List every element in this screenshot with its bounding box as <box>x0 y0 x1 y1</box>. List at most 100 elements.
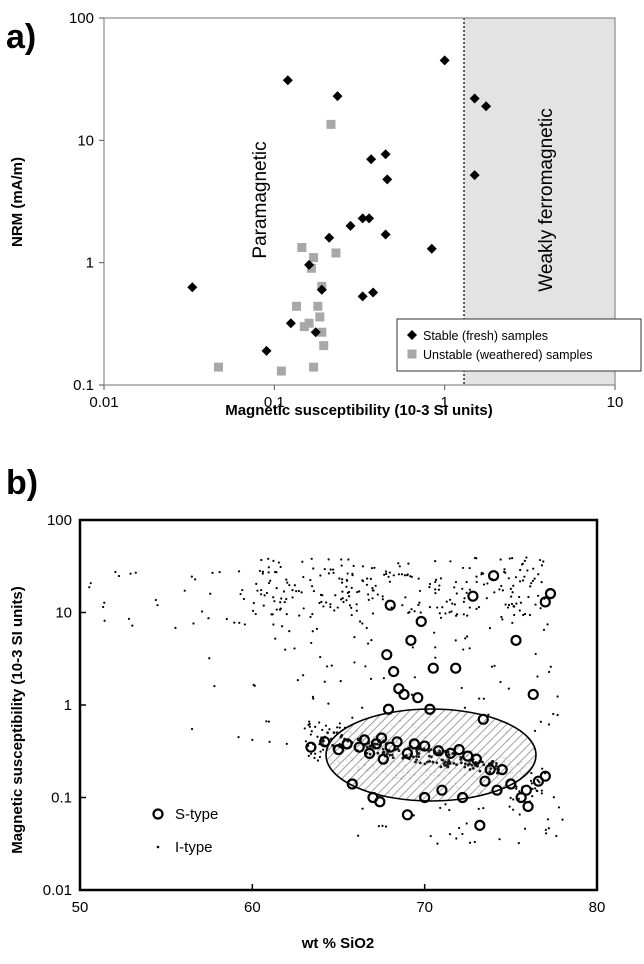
trend-band-point <box>447 753 451 756</box>
trend-band-point <box>417 755 421 759</box>
s-type-point <box>522 800 534 813</box>
i-type-point <box>127 617 131 620</box>
stable-sample-point <box>261 345 272 356</box>
trend-band-point <box>423 762 427 766</box>
i-type-point <box>350 606 353 609</box>
s-type-point <box>305 741 317 753</box>
i-type-point <box>504 603 507 606</box>
i-type-point <box>434 580 437 583</box>
trend-band-point <box>375 742 379 746</box>
i-type-point <box>346 572 349 575</box>
i-type-point <box>102 605 105 609</box>
legend-s-type-label: S-type <box>175 806 218 823</box>
s-type-point <box>496 764 508 776</box>
i-type-point <box>208 657 211 660</box>
i-type-point <box>129 572 132 575</box>
i-type-point <box>519 601 522 604</box>
i-type-point <box>433 631 436 634</box>
i-type-point <box>513 613 516 617</box>
i-type-point <box>194 578 197 581</box>
i-type-point <box>260 588 263 592</box>
i-type-point <box>546 623 549 626</box>
i-type-point <box>321 594 324 597</box>
i-type-point <box>225 617 228 621</box>
i-type-point <box>304 740 308 743</box>
i-type-point <box>464 637 467 640</box>
i-type-point <box>332 568 335 571</box>
i-type-point <box>218 570 221 574</box>
i-type-point <box>381 824 384 827</box>
s-type-point <box>358 734 370 746</box>
i-type-point <box>540 581 543 584</box>
s-type-point <box>381 649 393 661</box>
s-type-point <box>374 796 386 808</box>
trend-band-point <box>488 770 492 774</box>
i-type-point <box>429 834 432 838</box>
i-type-point <box>209 592 212 595</box>
i-type-point <box>341 590 344 593</box>
panel-a-y-axis-title: NRM (mA/m) <box>9 157 26 247</box>
i-type-point <box>340 581 344 584</box>
trend-band-point <box>438 749 442 753</box>
legend-diamond-marker <box>407 330 417 340</box>
i-type-point <box>530 772 533 775</box>
i-type-point <box>536 594 540 597</box>
i-type-point <box>134 571 137 574</box>
i-type-point <box>434 588 437 591</box>
unstable-sample-point <box>309 362 319 372</box>
i-type-point <box>531 787 534 790</box>
i-type-point <box>241 588 244 592</box>
i-type-point <box>465 635 469 638</box>
i-type-point <box>436 606 439 609</box>
i-type-point <box>117 574 121 578</box>
i-type-point <box>301 560 304 563</box>
i-type-point <box>277 561 280 564</box>
i-type-point <box>449 560 452 563</box>
i-type-point <box>327 572 331 575</box>
i-type-point <box>308 722 311 725</box>
i-type-point <box>330 664 333 667</box>
i-type-point <box>316 759 320 762</box>
i-type-point <box>448 808 451 812</box>
i-type-point <box>529 585 532 588</box>
i-type-point <box>546 818 550 821</box>
i-type-point <box>352 564 355 568</box>
i-type-point <box>239 592 242 596</box>
i-type-point <box>529 779 533 782</box>
trend-band-point <box>482 763 486 767</box>
i-type-point <box>418 589 422 593</box>
i-type-point <box>523 612 527 616</box>
trend-band-point <box>340 734 344 738</box>
trend-band-point <box>435 761 439 765</box>
stable-sample-point <box>439 55 450 66</box>
i-type-point <box>525 556 528 559</box>
i-type-point <box>547 827 551 830</box>
i-type-point <box>374 584 377 587</box>
panel-b-x-tick-label: 60 <box>244 899 261 916</box>
i-type-point <box>329 568 332 571</box>
i-type-point <box>278 608 282 611</box>
unstable-sample-point <box>292 301 302 311</box>
legend-unstable-label: Unstable (weathered) samples <box>423 348 593 362</box>
trend-band-point <box>373 742 377 746</box>
i-type-point <box>478 697 481 700</box>
i-type-point <box>267 571 270 574</box>
i-type-point <box>265 720 268 723</box>
s-type-point <box>412 692 424 704</box>
panel-b-y-axis-title: Magnetic susceptibility (10-3 SI units) <box>9 586 26 854</box>
s-type-point <box>436 784 448 796</box>
s-type-point <box>505 778 517 790</box>
i-type-point <box>291 596 294 599</box>
i-type-point <box>190 727 194 731</box>
trend-band-point <box>471 766 475 770</box>
i-type-point <box>312 697 315 700</box>
i-type-point <box>356 590 359 594</box>
panel-b-y-tick-label: 0.01 <box>43 882 72 899</box>
i-type-point <box>462 600 466 603</box>
i-type-point <box>539 720 542 723</box>
i-type-point <box>338 726 341 729</box>
panel-a-y-tick-label: 0.1 <box>73 377 94 394</box>
i-type-point <box>521 579 525 582</box>
s-type-point <box>319 736 331 748</box>
